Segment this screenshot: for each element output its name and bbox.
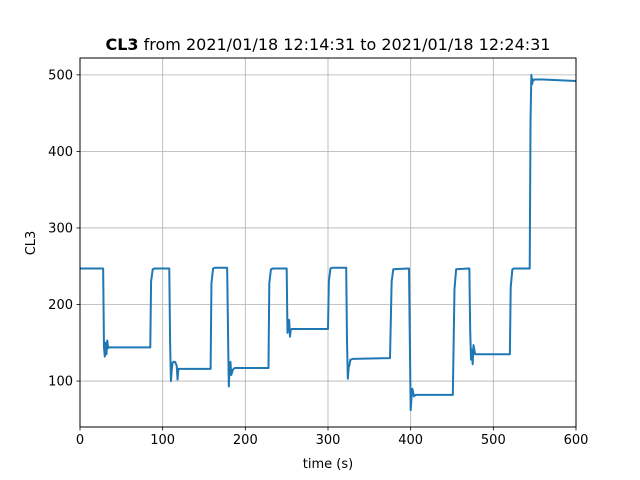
- x-axis-label: time (s): [303, 457, 353, 472]
- x-tick-label: 300: [316, 433, 341, 448]
- x-tick-label: 600: [564, 433, 589, 448]
- chart-title-rest: from 2021/01/18 12:14:31 to 2021/01/18 1…: [139, 35, 551, 54]
- y-tick-label: 500: [48, 68, 73, 83]
- chart-title-bold: CL3: [105, 35, 138, 54]
- y-tick-label: 300: [48, 221, 73, 236]
- plot-area: [80, 73, 576, 412]
- y-axis-ticks: 100 200 300 400 500: [48, 68, 80, 390]
- y-tick-label: 100: [48, 375, 73, 390]
- chart-title: CL3 from 2021/01/18 12:14:31 to 2021/01/…: [105, 35, 550, 54]
- y-tick-label: 200: [48, 298, 73, 313]
- x-tick-label: 400: [398, 433, 423, 448]
- y-tick-label: 400: [48, 145, 73, 160]
- x-tick-label: 200: [233, 433, 258, 448]
- y-axis-label: CL3: [24, 231, 39, 256]
- x-tick-label: 100: [150, 433, 175, 448]
- x-tick-label: 500: [481, 433, 506, 448]
- series-line-1: [80, 73, 576, 412]
- x-tick-label: 0: [76, 433, 84, 448]
- x-axis-ticks: 0 100 200 300 400 500 600: [76, 427, 589, 448]
